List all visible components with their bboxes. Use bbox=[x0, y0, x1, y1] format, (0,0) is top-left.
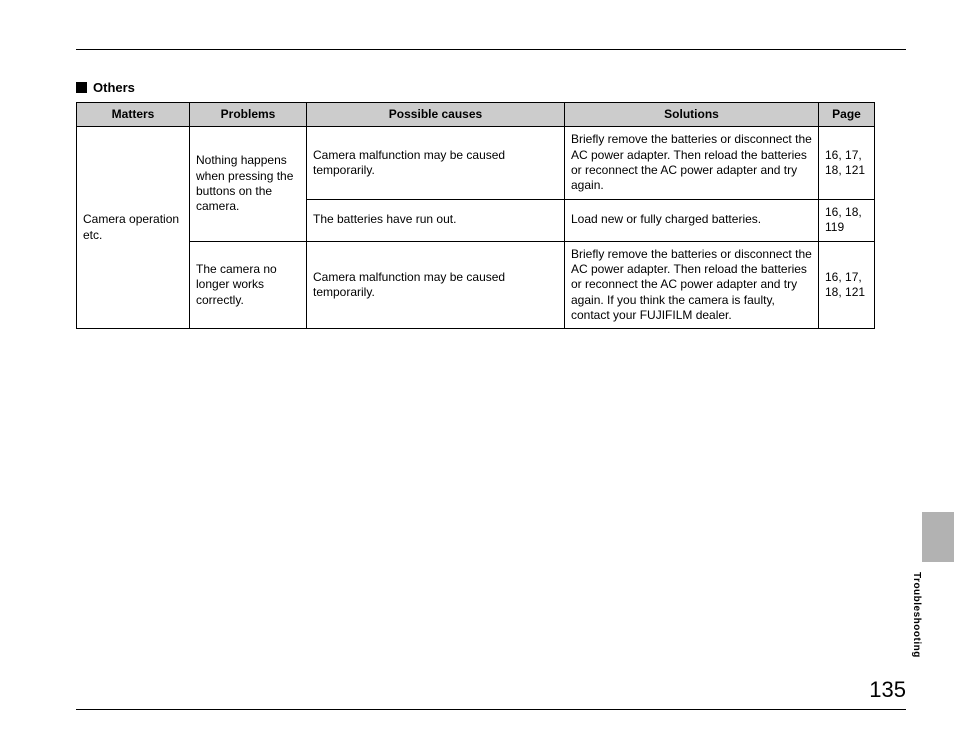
cell-problem: The camera no longer works correctly. bbox=[190, 241, 307, 329]
col-header-problems: Problems bbox=[190, 103, 307, 127]
page-number: 135 bbox=[869, 677, 906, 703]
cell-solution: Load new or fully charged batteries. bbox=[565, 199, 819, 241]
cell-cause: Camera malfunction may be caused tempora… bbox=[307, 127, 565, 199]
table-header-row: Matters Problems Possible causes Solutio… bbox=[77, 103, 875, 127]
table-row: Camera operation etc. Nothing happens wh… bbox=[77, 127, 875, 199]
cell-page: 16, 18, 119 bbox=[819, 199, 875, 241]
table-row: The camera no longer works correctly. Ca… bbox=[77, 241, 875, 329]
square-bullet-icon bbox=[76, 82, 87, 93]
cell-page: 16, 17, 18, 121 bbox=[819, 127, 875, 199]
side-tab-marker bbox=[922, 512, 954, 562]
bottom-horizontal-rule bbox=[76, 709, 906, 710]
col-header-solutions: Solutions bbox=[565, 103, 819, 127]
cell-cause: The batteries have run out. bbox=[307, 199, 565, 241]
cell-solution: Briefly remove the batteries or disconne… bbox=[565, 127, 819, 199]
col-header-causes: Possible causes bbox=[307, 103, 565, 127]
cell-matters: Camera operation etc. bbox=[77, 127, 190, 329]
col-header-matters: Matters bbox=[77, 103, 190, 127]
cell-page: 16, 17, 18, 121 bbox=[819, 241, 875, 329]
section-heading: Others bbox=[76, 80, 135, 95]
top-horizontal-rule bbox=[76, 49, 906, 50]
cell-problem: Nothing happens when pressing the button… bbox=[190, 127, 307, 241]
troubleshooting-table: Matters Problems Possible causes Solutio… bbox=[76, 102, 875, 329]
cell-solution: Briefly remove the batteries or disconne… bbox=[565, 241, 819, 329]
col-header-page: Page bbox=[819, 103, 875, 127]
cell-cause: Camera malfunction may be caused tempora… bbox=[307, 241, 565, 329]
side-section-label: Troubleshooting bbox=[908, 572, 922, 682]
manual-page: Others Matters Problems Possible causes … bbox=[0, 0, 954, 755]
section-title: Others bbox=[93, 80, 135, 95]
